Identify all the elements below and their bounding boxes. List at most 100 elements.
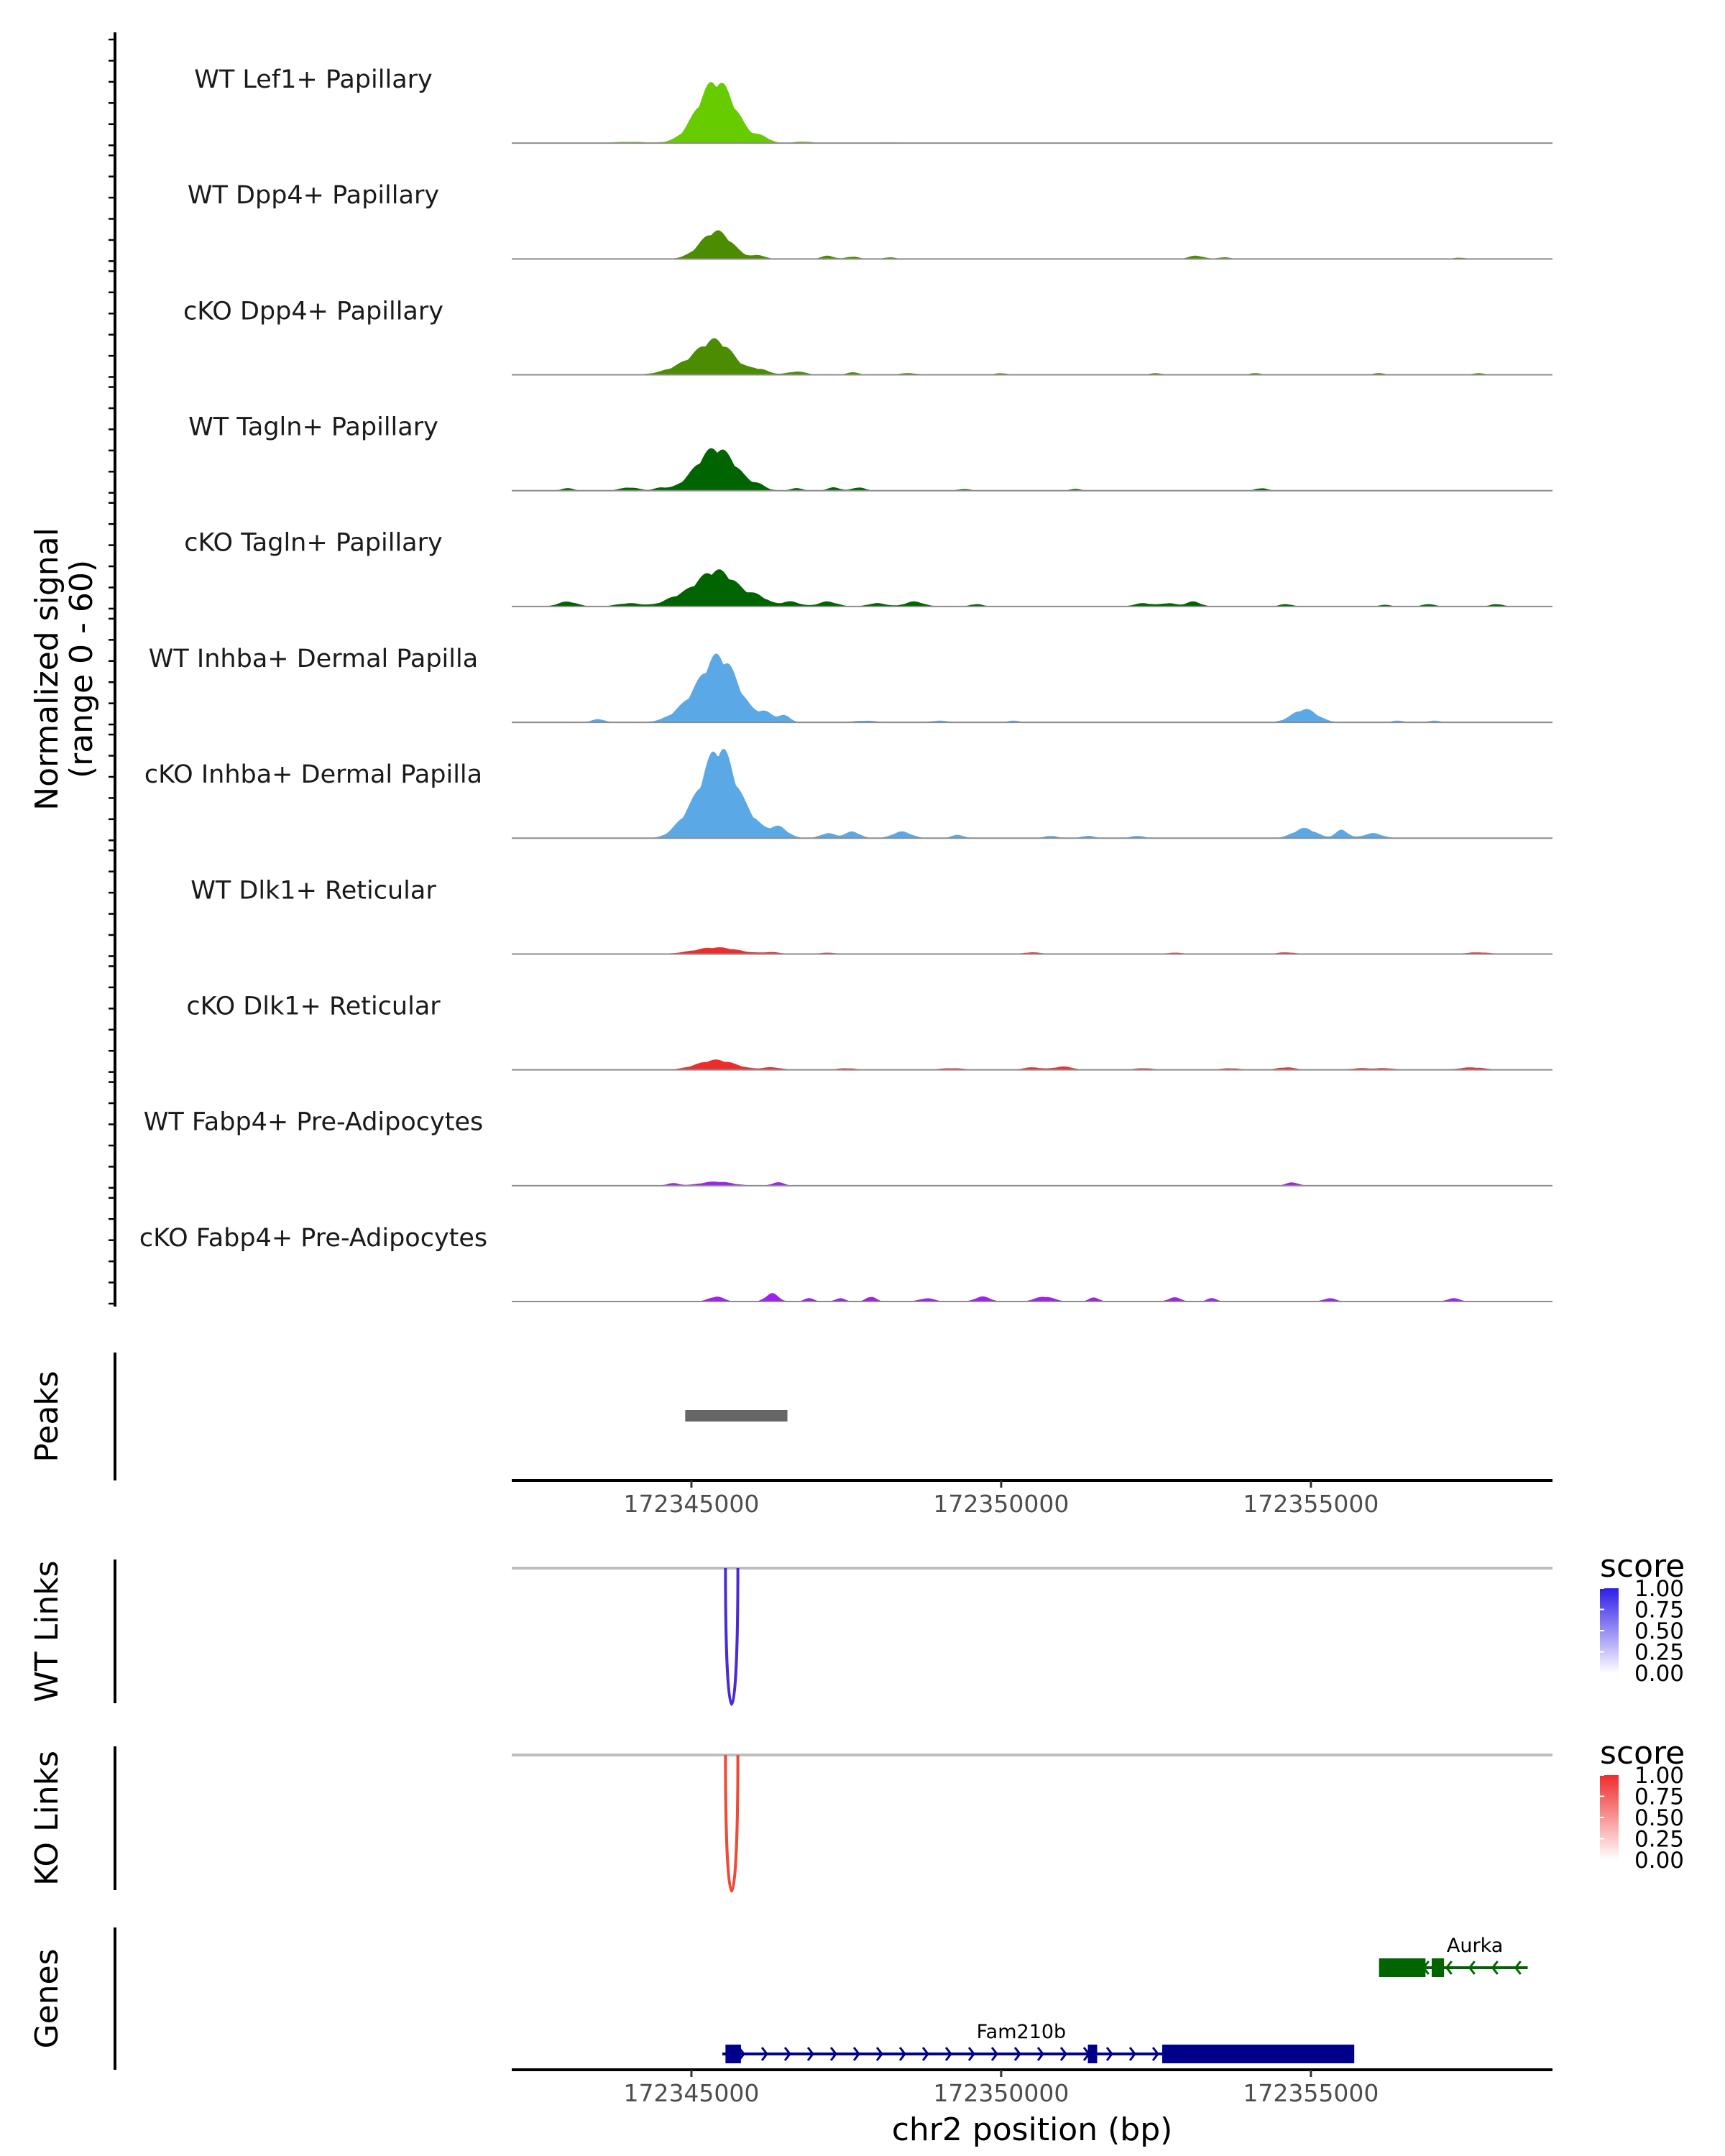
coverage-tracks: WT Lef1+ Papillary WT Dpp4+ Papillary cKO … [139, 65, 1552, 1302]
coverage-track-label: cKO Dlk1+ Reticular [186, 992, 441, 1021]
x-tick-label: 172355000 [1243, 2079, 1379, 2107]
coverage-track: WT Fabp4+ Pre-Adipocytes [144, 1108, 1552, 1187]
strand-arrow [898, 2047, 906, 2061]
coverage-track-label: cKO Dpp4+ Papillary [183, 297, 443, 326]
strand-arrow [1059, 2047, 1067, 2061]
strand-arrow [875, 2047, 883, 2061]
coverage-track-label: WT Dlk1+ Reticular [190, 876, 436, 905]
gene-exon [1087, 2045, 1098, 2063]
peaks-panel: Peaks 172345000 172350000 172355000 [29, 1353, 1552, 1518]
strand-arrow [944, 2047, 952, 2061]
links-track-label: WT Links [29, 1560, 65, 1702]
x-axis-title: chr2 position (bp) [892, 2111, 1173, 2148]
coverage-area [512, 448, 1552, 491]
legend-tick-label: 0.50 [1634, 1805, 1684, 1831]
x-tick-label: 172350000 [933, 1490, 1069, 1518]
coverage-y-ticks [109, 38, 115, 1305]
legend-tick-label: 0.25 [1634, 1640, 1684, 1666]
peak-region [685, 1410, 788, 1422]
coverage-area [512, 1293, 1552, 1302]
strand-arrow [806, 2047, 814, 2061]
strand-arrow [967, 2047, 975, 2061]
gene-models: Fam210b Aurka [722, 1935, 1528, 2063]
coverage-track-label: WT Lef1+ Papillary [194, 65, 433, 94]
strand-arrow [1514, 1961, 1522, 1975]
strand-arrow [829, 2047, 837, 2061]
gene-exon [725, 2045, 741, 2063]
coverage-track-label: WT Dpp4+ Papillary [188, 181, 439, 210]
strand-arrow [760, 2047, 768, 2061]
strand-arrow [1105, 2047, 1113, 2061]
link-arc [724, 1567, 740, 1706]
gene-name-label: Aurka [1447, 1935, 1503, 1957]
strand-arrow [1036, 2047, 1044, 2061]
gene-model: Fam210b [722, 2021, 1355, 2063]
strand-arrow [1491, 1961, 1499, 1975]
coverage-area [512, 82, 1552, 144]
legend-tick-label: 0.00 [1634, 1661, 1684, 1687]
coverage-track-label: cKO Inhba+ Dermal Papilla [144, 760, 482, 789]
strand-arrow [990, 2047, 998, 2061]
coverage-track-label: WT Inhba+ Dermal Papilla [149, 645, 478, 673]
x-tick-label: 172345000 [623, 2079, 759, 2107]
x-tick-label: 172355000 [1243, 1490, 1379, 1518]
coverage-area [512, 947, 1552, 954]
peaks-x-ticks: 172345000 172350000 172355000 [623, 1480, 1379, 1518]
coverage-area [512, 569, 1552, 607]
legend-tick-label: 0.75 [1634, 1598, 1684, 1623]
coverage-area [512, 1059, 1552, 1070]
strand-arrow [852, 2047, 860, 2061]
links-track-label: KO Links [29, 1751, 65, 1886]
coverage-track: cKO Dpp4+ Papillary [183, 297, 1552, 376]
coverage-track: cKO Tagln+ Papillary [184, 529, 1552, 607]
coverage-track-label: cKO Fabp4+ Pre-Adipocytes [139, 1224, 487, 1253]
coverage-y-label-line1: Normalized signal [29, 528, 65, 811]
peaks-track-label: Peaks [29, 1370, 65, 1462]
coverage-area [512, 230, 1552, 259]
legend-tick-label: 0.50 [1634, 1618, 1684, 1644]
coverage-area [512, 653, 1552, 723]
coverage-track: WT Dpp4+ Papillary [188, 181, 1552, 260]
gene-name-label: Fam210b [977, 2021, 1067, 2043]
strand-arrow [1445, 1961, 1453, 1975]
coverage-area [512, 749, 1552, 839]
gene-exon [1379, 1958, 1426, 1977]
coverage-track: WT Lef1+ Papillary [194, 65, 1552, 144]
genes-track-label: Genes [29, 1948, 65, 2048]
gene-exon [1431, 1958, 1445, 1977]
coverage-track: WT Tagln+ Papillary [188, 413, 1552, 492]
coverage-track: WT Dlk1+ Reticular [190, 876, 1552, 955]
strand-arrow [1151, 2047, 1159, 2061]
x-tick-label: 172350000 [933, 2079, 1069, 2107]
gene-exon [1162, 2045, 1355, 2063]
strand-arrow [1013, 2047, 1021, 2061]
coverage-track-label: WT Fabp4+ Pre-Adipocytes [144, 1108, 483, 1137]
coverage-y-label-line2: (range 0 - 60) [63, 560, 100, 778]
coverage-track: cKO Fabp4+ Pre-Adipocytes [139, 1224, 1552, 1302]
legend-tick-label: 1.00 [1634, 1576, 1684, 1602]
coverage-track: WT Inhba+ Dermal Papilla [149, 645, 1552, 724]
coverage-area [512, 338, 1552, 375]
coverage-panel: WT Lef1+ Papillary WT Dpp4+ Papillary cKO … [29, 32, 1552, 1307]
coverage-track-label: cKO Tagln+ Papillary [184, 529, 443, 558]
strand-arrow [1468, 1961, 1476, 1975]
legend-title: score [1600, 1735, 1685, 1772]
legend-title: score [1600, 1548, 1685, 1585]
strand-arrow [1128, 2047, 1136, 2061]
peak-regions [685, 1410, 788, 1422]
coverage-track-label: WT Tagln+ Papillary [188, 413, 438, 442]
x-tick-label: 172345000 [623, 1490, 759, 1518]
strand-arrow [921, 2047, 929, 2061]
coverage-area [512, 1181, 1552, 1186]
coverage-track: cKO Dlk1+ Reticular [186, 992, 1552, 1071]
genes-x-ticks: 172345000 172350000 172355000 [623, 2070, 1379, 2107]
coverage-track: cKO Inhba+ Dermal Papilla [144, 749, 1552, 839]
link-arc [724, 1754, 740, 1893]
legend-tick-label: 0.75 [1634, 1784, 1684, 1810]
